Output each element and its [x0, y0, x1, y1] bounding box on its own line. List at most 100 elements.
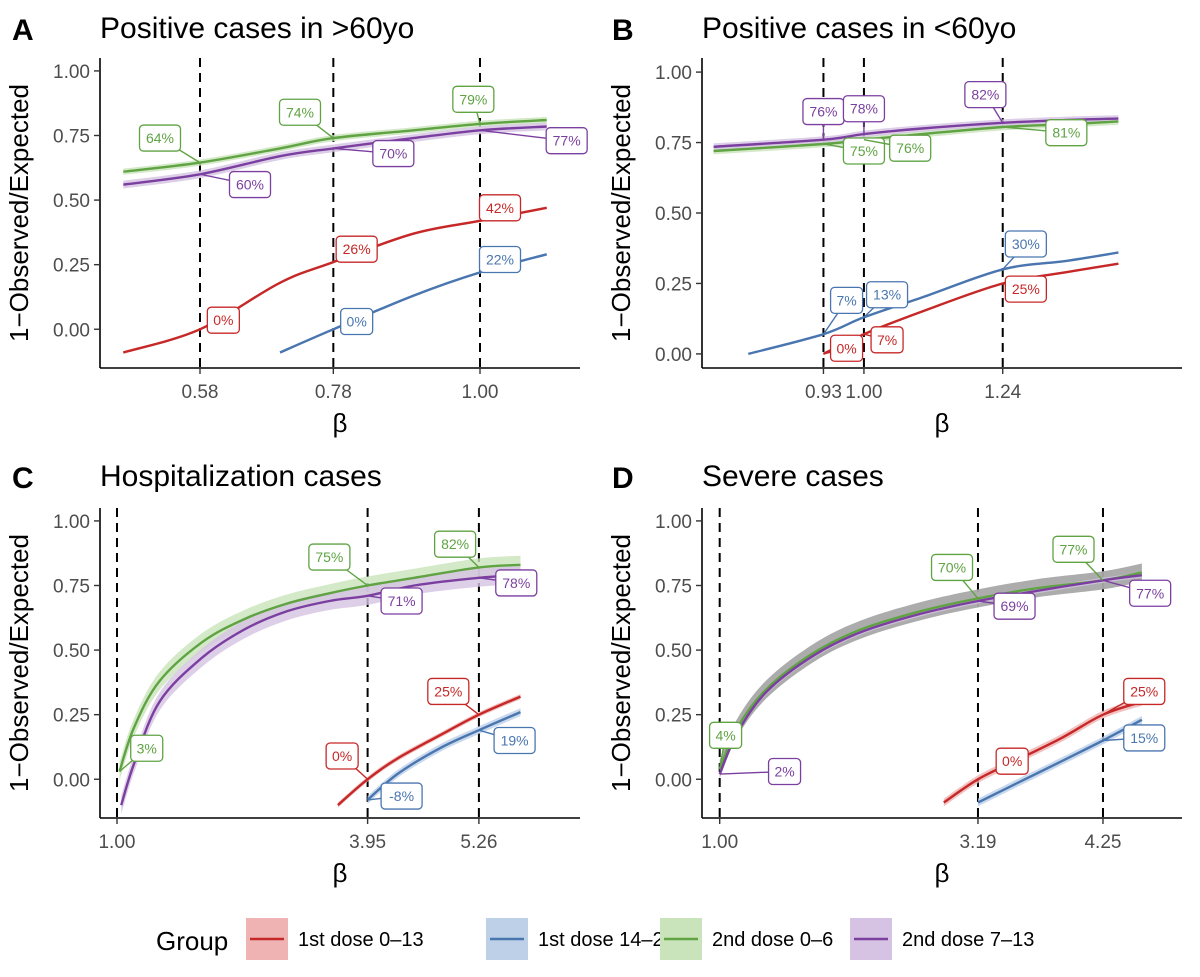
- annotation-label: 77%: [479, 127, 588, 155]
- annotation-text: 0%: [332, 748, 352, 764]
- annotation-text: 77%: [1059, 541, 1087, 557]
- annotation-label: 25%: [427, 677, 480, 716]
- x-tick-label: 1.00: [98, 832, 135, 853]
- annotation-text: 71%: [388, 593, 416, 609]
- annotation-label: 2%: [719, 757, 802, 786]
- annotation-box: [452, 85, 495, 113]
- x-tick-label: 0.78: [315, 382, 352, 403]
- annotation-text: 82%: [971, 87, 999, 103]
- legend-label: 1st dose 0–13: [298, 929, 424, 951]
- annotation-text: 69%: [1001, 598, 1029, 614]
- y-tick-label: 0.50: [53, 641, 90, 662]
- annotation-label: 70%: [333, 139, 415, 168]
- annotation-text: 22%: [486, 252, 514, 268]
- annotation-text: 7%: [877, 332, 897, 348]
- annotation-label: 0%: [977, 747, 1029, 780]
- y-tick-label: 0.25: [655, 274, 692, 295]
- annotation-label: 75%: [823, 137, 886, 165]
- annotation-label: 78%: [842, 95, 886, 135]
- annotation-text: 0%: [347, 314, 367, 330]
- legend-entry: 1st dose 0–13: [246, 918, 424, 960]
- panel-letter: D: [612, 462, 634, 495]
- x-axis-title: β: [333, 408, 348, 438]
- y-tick-label: 1.00: [53, 62, 90, 83]
- annotation-box: [138, 124, 182, 152]
- legend-entry: 2nd dose 0–6: [660, 918, 833, 960]
- annotation-text: 82%: [441, 536, 469, 552]
- y-tick-label: 0.75: [53, 577, 90, 598]
- annotation-label: 13%: [863, 281, 909, 318]
- series-band: [719, 572, 1142, 777]
- y-axis-title: 1−Observed/Expected: [606, 534, 636, 792]
- legend-label: 1st dose 14–20: [538, 929, 675, 951]
- annotation-label: 25%: [1002, 275, 1048, 303]
- annotation-box: [1045, 119, 1088, 147]
- annotation-label: -8%: [367, 782, 423, 810]
- annotation-label: 75%: [308, 543, 369, 587]
- annotation-label: 76%: [802, 97, 845, 140]
- annotation-box: [130, 734, 164, 762]
- annotation-box: [1004, 275, 1048, 303]
- y-tick-label: 0.50: [655, 204, 692, 225]
- annotation-box: [478, 194, 522, 222]
- legend-label: 2nd dose 0–6: [712, 929, 833, 951]
- annotation-label: 22%: [478, 245, 522, 274]
- series-line: [718, 574, 1143, 775]
- annotation-box: [308, 543, 351, 571]
- y-tick-label: 1.00: [655, 512, 692, 533]
- annotation-text: 76%: [896, 140, 924, 156]
- annotation-box: [842, 137, 886, 165]
- series-line: [118, 563, 521, 772]
- annotation-text: 13%: [873, 287, 901, 303]
- x-axis-title: β: [935, 408, 950, 438]
- series-band: [719, 563, 1142, 778]
- panel-title: Hospitalization cases: [100, 460, 382, 493]
- annotation-text: 77%: [553, 133, 581, 149]
- annotation-text: 42%: [486, 200, 514, 216]
- series-line: [122, 206, 547, 354]
- x-tick-label: 1.00: [462, 382, 499, 403]
- annotation-box: [829, 334, 864, 362]
- annotation-text: 76%: [809, 104, 837, 120]
- annotation-box: [340, 307, 374, 336]
- annotation-label: 7%: [863, 326, 904, 354]
- annotation-label: 0%: [333, 307, 374, 336]
- annotation-label: 76%: [863, 134, 932, 162]
- annotation-box: [493, 726, 536, 755]
- annotation-text: 19%: [501, 733, 529, 749]
- series-band: [823, 262, 1119, 355]
- annotation-text: 78%: [850, 101, 878, 117]
- annotation-label: 82%: [433, 530, 480, 568]
- panel-d: D Severe cases 0.00 0.25 0.50 0.75 1.00 1.00 3.1…: [606, 460, 1182, 888]
- annotation-text: 60%: [236, 177, 264, 193]
- annotation-box: [964, 80, 1007, 109]
- legend-label: 2nd dose 7–13: [902, 929, 1034, 951]
- annotation-text: 3%: [137, 740, 157, 756]
- annotation-label: 71%: [367, 587, 423, 615]
- annotation-label: 3%: [119, 734, 164, 773]
- y-axis-title: 1−Observed/Expected: [606, 84, 636, 342]
- annotation-text: 0%: [1002, 753, 1022, 769]
- panel-title: Positive cases in >60yo: [100, 12, 414, 45]
- y-tick-label: 1.00: [53, 512, 90, 533]
- annotation-text: 25%: [1012, 281, 1040, 297]
- annotation-box: [380, 782, 423, 810]
- annotation-label: 64%: [138, 124, 201, 164]
- panel-title: Positive cases in <60yo: [702, 12, 1016, 45]
- annotation-box: [930, 553, 974, 582]
- annotation-box: [995, 747, 1029, 775]
- series-line: [822, 262, 1119, 355]
- annotation-text: 64%: [146, 130, 174, 146]
- annotation-text: 78%: [502, 575, 530, 591]
- annotation-label: 25%: [1102, 677, 1166, 716]
- legend-entry: 2nd dose 7–13: [850, 918, 1034, 960]
- annotation-text: 75%: [315, 549, 343, 565]
- annotation-text: 79%: [459, 91, 487, 107]
- annotation-box: [1004, 230, 1048, 258]
- x-axis-title: β: [935, 858, 950, 888]
- series-band: [367, 708, 521, 804]
- annotation-box: [495, 569, 538, 597]
- annotation-box: [889, 134, 932, 162]
- annotation-label: 78%: [478, 569, 538, 597]
- annotation-label: 74%: [278, 98, 334, 139]
